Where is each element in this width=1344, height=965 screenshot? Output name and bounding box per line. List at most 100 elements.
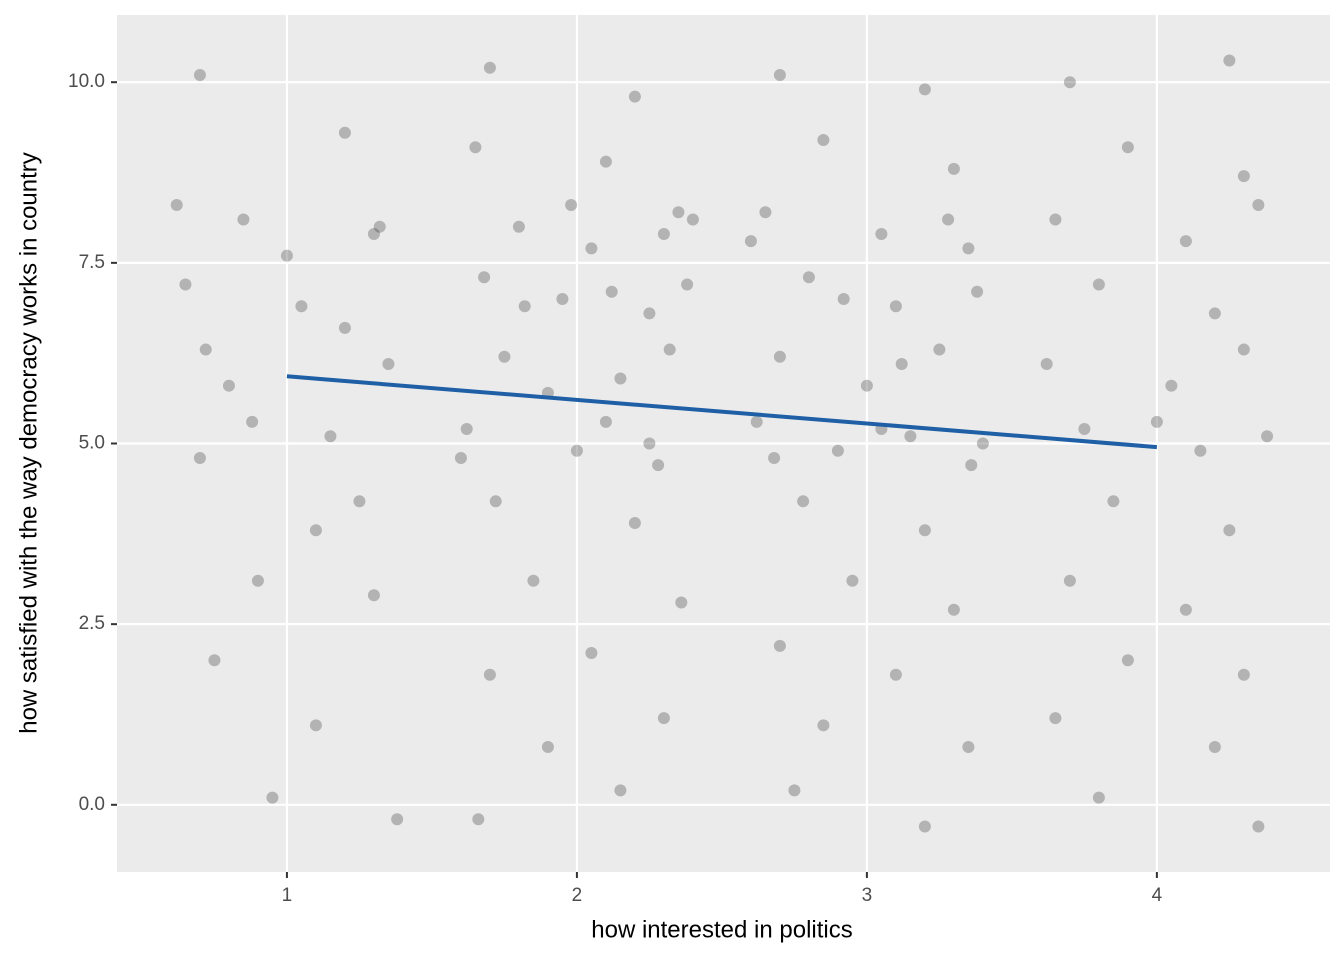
point	[1223, 524, 1236, 537]
point	[338, 321, 351, 334]
point	[768, 451, 781, 464]
point	[472, 813, 485, 826]
point	[837, 292, 850, 305]
point	[518, 300, 531, 313]
point	[266, 791, 279, 804]
point	[353, 495, 366, 508]
point	[904, 430, 917, 443]
point	[585, 242, 598, 255]
point	[1223, 54, 1236, 67]
point	[918, 524, 931, 537]
point	[788, 784, 801, 797]
point	[918, 83, 931, 96]
point	[672, 206, 685, 219]
y-tick-label: 7.5	[79, 252, 105, 273]
y-tick-label: 2.5	[79, 613, 105, 634]
point	[1208, 307, 1221, 320]
point	[652, 459, 665, 472]
point	[657, 712, 670, 725]
point	[280, 249, 293, 262]
point	[454, 451, 467, 464]
point	[483, 668, 496, 681]
point	[556, 292, 569, 305]
point	[208, 654, 221, 667]
point	[246, 415, 259, 428]
point	[686, 213, 699, 226]
point	[846, 574, 859, 587]
point	[773, 639, 786, 652]
point	[1208, 740, 1221, 753]
point	[614, 784, 627, 797]
point	[295, 300, 308, 313]
point	[1237, 343, 1250, 356]
point	[750, 415, 763, 428]
point	[1063, 574, 1076, 587]
point	[565, 199, 578, 212]
point	[971, 285, 984, 298]
point	[1179, 603, 1192, 616]
point	[860, 379, 873, 392]
point	[817, 719, 830, 732]
point	[1040, 358, 1053, 371]
point	[1121, 654, 1134, 667]
point	[962, 242, 975, 255]
point	[309, 524, 322, 537]
point	[382, 358, 395, 371]
point	[498, 350, 511, 363]
point	[1237, 668, 1250, 681]
point	[170, 199, 183, 212]
point	[942, 213, 955, 226]
point	[895, 358, 908, 371]
point	[643, 307, 656, 320]
point	[817, 134, 830, 147]
point	[614, 372, 627, 385]
point	[797, 495, 810, 508]
x-tick-label: 4	[1152, 885, 1163, 906]
point	[324, 430, 337, 443]
y-axis-label: how satisfied with the way democracy wor…	[15, 152, 42, 734]
point	[585, 647, 598, 660]
point	[759, 206, 772, 219]
point	[962, 740, 975, 753]
x-tick-label: 2	[572, 885, 583, 906]
point	[367, 589, 380, 602]
point	[1063, 76, 1076, 89]
point	[773, 350, 786, 363]
point	[193, 451, 206, 464]
point	[947, 162, 960, 175]
point	[657, 227, 670, 240]
point	[373, 220, 386, 233]
point	[469, 141, 482, 154]
point	[1179, 235, 1192, 248]
point	[628, 516, 641, 529]
point	[489, 495, 502, 508]
point	[773, 68, 786, 81]
point	[643, 437, 656, 450]
x-axis-label: how interested in politics	[591, 916, 852, 943]
point	[1252, 199, 1265, 212]
point	[222, 379, 235, 392]
point	[460, 423, 473, 436]
point	[1237, 170, 1250, 183]
point	[199, 343, 212, 356]
point	[570, 444, 583, 457]
fit-line	[286, 374, 1158, 450]
point	[1252, 820, 1265, 833]
point	[1049, 213, 1062, 226]
point	[179, 278, 192, 291]
point	[1165, 379, 1178, 392]
point	[478, 271, 491, 284]
point	[675, 596, 688, 609]
point	[681, 278, 694, 291]
point	[1194, 444, 1207, 457]
point	[1092, 278, 1105, 291]
x-tick-label: 1	[282, 885, 293, 906]
point	[918, 820, 931, 833]
point	[237, 213, 250, 226]
point	[1078, 423, 1091, 436]
x-tick-label: 3	[862, 885, 873, 906]
y-tick-label: 0.0	[79, 794, 105, 815]
point	[875, 227, 888, 240]
point	[527, 574, 540, 587]
